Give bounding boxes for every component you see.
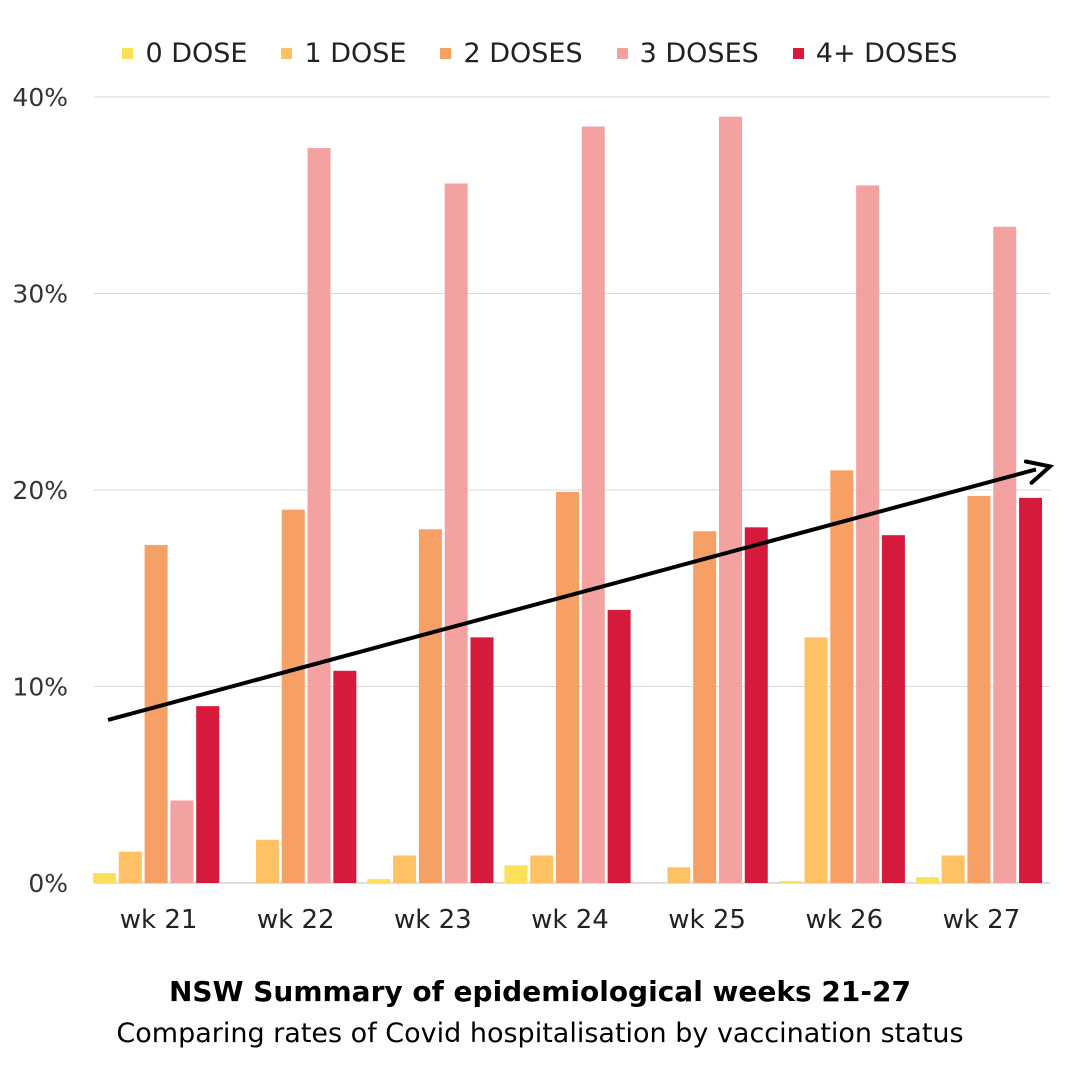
bar [856,185,880,884]
legend-swatch [792,48,804,59]
bar [393,855,417,883]
legend-label: 2 DOSES [463,38,583,69]
bar [504,865,528,883]
bars [93,116,1043,884]
bar [667,867,691,883]
bar [118,851,142,883]
y-tick-label: 10% [12,673,68,702]
bar [444,183,468,883]
chart: 0% 10% 20% 30% 40% wk 21 wk 22 wk 23 wk 24 wk 25… [12,83,1055,935]
legend-label: 4+ DOSES [815,38,958,69]
trend-arrow-line [107,467,1037,722]
bar [470,637,494,883]
y-tick-label: 30% [12,280,68,309]
bar [993,226,1017,883]
y-tick-label: 20% [12,476,68,505]
bar [333,670,357,883]
x-tick-label: wk 21 [120,905,198,935]
y-tick-label: 0% [28,869,68,898]
bar [967,495,991,883]
bar [881,535,905,883]
bar [196,706,220,883]
x-tick-label: wk 27 [943,905,1021,935]
legend-item: 3 DOSES [616,38,759,69]
bar [281,509,305,883]
legend-swatch [122,48,134,59]
bar [607,609,631,883]
legend-swatch [281,48,293,59]
y-axis-ticks: 0% 10% 20% 30% 40% [12,83,68,898]
bar [1019,497,1043,883]
x-tick-label: wk 23 [394,905,472,935]
chart-title: NSW Summary of epidemiological weeks 21-… [169,975,911,1008]
bar [830,470,854,883]
bar [581,126,605,884]
legend-label: 3 DOSES [639,38,759,69]
bar [778,881,802,883]
trend-arrow-head [1023,459,1055,485]
legend-label: 0 DOSE [145,38,248,69]
legend: 0 DOSE 1 DOSE 2 DOSES 3 DOSES 4+ DOSES [0,38,1080,69]
legend-swatch [440,48,452,59]
bar [556,491,580,883]
bar [418,529,442,883]
bar [693,531,717,883]
bar [804,637,828,883]
y-tick-label: 40% [12,83,68,112]
annotations [107,459,1055,722]
x-tick-label: wk 26 [805,905,883,935]
legend-item: 4+ DOSES [792,38,958,69]
x-tick-label: wk 25 [668,905,746,935]
bar [718,116,742,883]
bar [941,855,965,883]
chart-subtitle: Comparing rates of Covid hospitalisation… [116,1018,964,1049]
bar [170,800,194,883]
bar [367,879,391,883]
bar [144,545,168,883]
legend-item: 1 DOSE [281,38,406,69]
x-tick-label: wk 22 [257,905,335,935]
bar [530,855,554,883]
bar [744,527,768,883]
bar [915,877,939,883]
bar [93,873,116,883]
bar [255,839,279,883]
legend-swatch [616,48,628,59]
x-axis-ticks: wk 21 wk 22 wk 23 wk 24 wk 25 wk 26 wk 27 [120,905,1021,935]
x-tick-label: wk 24 [531,905,609,935]
legend-label: 1 DOSE [304,38,407,69]
legend-item: 0 DOSE [122,38,247,69]
legend-item: 2 DOSES [440,38,583,69]
bar [307,148,331,884]
